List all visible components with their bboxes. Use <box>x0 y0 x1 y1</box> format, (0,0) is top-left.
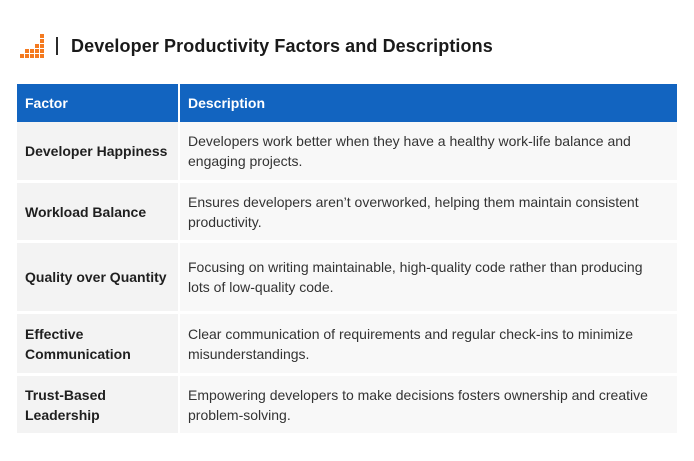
description-cell: Ensures developers aren’t overworked, he… <box>180 183 677 243</box>
column-header-description: Description <box>180 84 677 122</box>
factor-cell: Developer Happiness <box>17 122 180 183</box>
page-header: Developer Productivity Factors and Descr… <box>20 33 493 59</box>
description-cell: Clear communication of requirements and … <box>180 314 677 376</box>
table-row: Workload Balance Ensures developers aren… <box>17 183 677 243</box>
bar-chart-logo-icon <box>20 34 44 58</box>
table-row: Quality over Quantity Focusing on writin… <box>17 243 677 314</box>
title-separator <box>56 37 58 55</box>
page-title: Developer Productivity Factors and Descr… <box>71 35 493 56</box>
factor-cell: Workload Balance <box>17 183 180 243</box>
factors-table: Factor Description Developer Happiness D… <box>17 84 677 436</box>
factor-cell: Trust-Based Leadership <box>17 376 180 436</box>
table-row: Effective Communication Clear communicat… <box>17 314 677 376</box>
description-cell: Empowering developers to make decisions … <box>180 376 677 436</box>
table-row: Developer Happiness Developers work bett… <box>17 122 677 183</box>
description-cell: Focusing on writing maintainable, high-q… <box>180 243 677 314</box>
table-header-row: Factor Description <box>17 84 677 122</box>
factor-cell: Quality over Quantity <box>17 243 180 314</box>
description-cell: Developers work better when they have a … <box>180 122 677 183</box>
table-row: Trust-Based Leadership Empowering develo… <box>17 376 677 436</box>
factor-cell: Effective Communication <box>17 314 180 376</box>
column-header-factor: Factor <box>17 84 180 122</box>
